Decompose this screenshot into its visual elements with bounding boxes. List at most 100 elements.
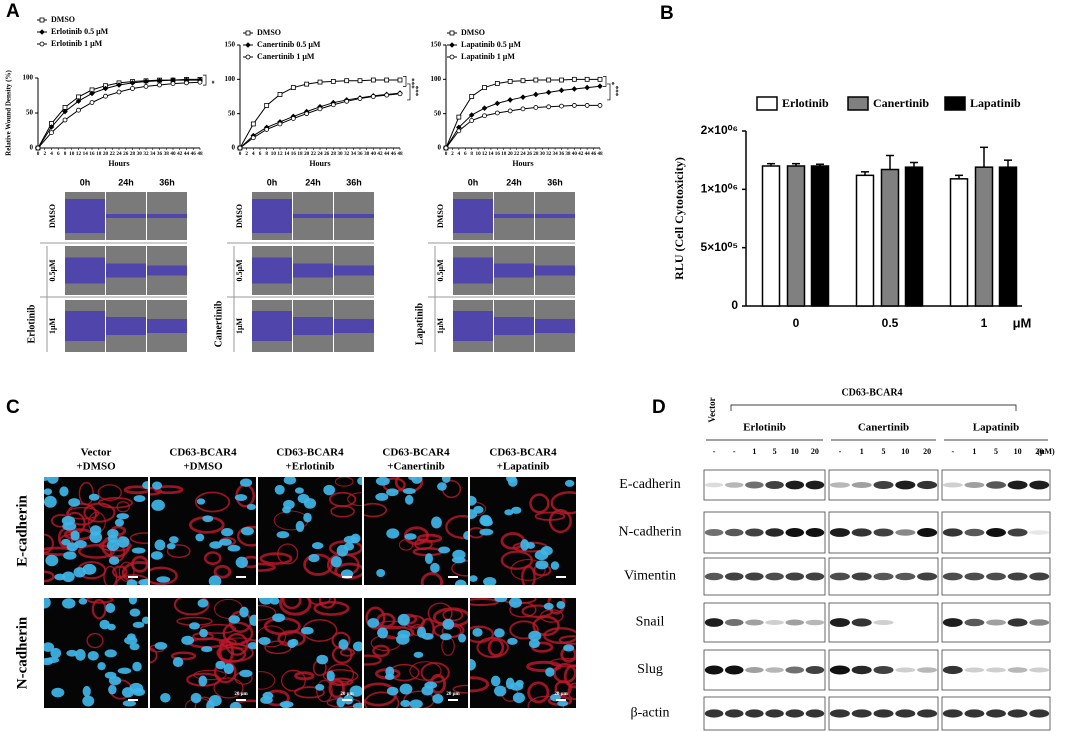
- band: [942, 528, 963, 537]
- nucleus: [452, 549, 466, 560]
- band: [805, 619, 825, 626]
- cells: [364, 602, 468, 708]
- nucleus: [181, 635, 195, 645]
- wound-area: [65, 311, 105, 341]
- marker: [304, 81, 310, 87]
- y-tick-label: 2×10⁰⁶: [701, 123, 738, 137]
- nucleus: [234, 494, 248, 502]
- membrane: [258, 604, 277, 621]
- membrane: [322, 669, 359, 683]
- x-tick-label: 26: [527, 151, 533, 157]
- marker: [103, 93, 108, 99]
- wound-area: [65, 257, 105, 284]
- marker: [571, 86, 578, 92]
- lane-label: 1: [972, 447, 976, 456]
- membrane: [487, 638, 505, 657]
- legend-label: Lapatinib: [970, 96, 1021, 110]
- bracket: [203, 74, 207, 86]
- blot: [703, 696, 826, 731]
- nucleus: [150, 551, 163, 560]
- cells: [364, 477, 468, 585]
- nucleus: [166, 542, 176, 550]
- nucleus: [108, 684, 117, 695]
- marker: [48, 124, 55, 130]
- column-label: +DMSO: [183, 461, 223, 473]
- nucleus: [160, 693, 171, 703]
- nucleus: [545, 667, 555, 677]
- nucleus: [59, 486, 69, 497]
- x-tick-label: 42: [578, 151, 584, 157]
- marker: [597, 83, 603, 89]
- lane-label: 10: [1014, 447, 1022, 456]
- nucleus: [249, 614, 256, 626]
- x-tick-label: 38: [364, 151, 370, 157]
- wound-area: [147, 214, 187, 218]
- nucleus: [272, 613, 286, 623]
- membrane: [470, 598, 499, 607]
- membrane: [170, 651, 197, 661]
- x-tick-label: 0: [239, 151, 242, 157]
- membrane: [44, 546, 76, 556]
- bar: [880, 168, 900, 307]
- x-tick-label: 22: [514, 151, 520, 157]
- band: [704, 572, 724, 581]
- membrane: [91, 598, 107, 620]
- nucleus: [239, 669, 253, 678]
- nucleus: [63, 551, 77, 560]
- membrane: [521, 565, 536, 585]
- x-tick-label: 44: [384, 151, 390, 157]
- significance: ***: [407, 78, 415, 89]
- nucleus: [564, 479, 575, 487]
- scale-bar: [556, 699, 566, 701]
- scale-bar: [448, 576, 458, 578]
- x-tick-label: 34: [351, 151, 357, 157]
- marker: [89, 100, 95, 105]
- nucleus: [133, 495, 146, 502]
- x-tick-label: 26: [324, 151, 330, 157]
- column-label: CD63-BCAR4: [489, 447, 557, 459]
- scale-label: 20 μm: [340, 692, 354, 697]
- marker: [597, 76, 603, 82]
- nucleus: [515, 679, 524, 687]
- nucleus: [376, 569, 386, 578]
- legend-label: Erlotinib 1 μM: [51, 39, 103, 48]
- micrograph: [150, 598, 256, 708]
- cells: [470, 477, 576, 585]
- nucleus: [409, 699, 423, 708]
- x-tick-label: 12: [76, 151, 82, 157]
- nucleus: [62, 571, 75, 583]
- band: [765, 667, 784, 673]
- marker: [469, 94, 475, 99]
- nucleus: [132, 688, 146, 697]
- y-tick-label: 100: [225, 75, 236, 83]
- x-tick-label: 24: [116, 151, 122, 157]
- nucleus: [142, 481, 148, 490]
- x-tick-label: 18: [96, 151, 102, 157]
- nucleus: [338, 639, 349, 650]
- nucleus: [438, 546, 450, 554]
- band: [986, 709, 1006, 718]
- band: [964, 667, 985, 673]
- nucleus: [550, 561, 560, 570]
- marker: [469, 118, 475, 123]
- wound-area: [252, 311, 292, 341]
- bar: [904, 166, 924, 307]
- band: [704, 618, 724, 627]
- nucleus: [239, 478, 253, 487]
- band: [1029, 619, 1050, 626]
- row-label: DMSO: [235, 204, 244, 228]
- legend-swatch: [847, 96, 869, 111]
- bar: [949, 178, 969, 307]
- band: [1029, 530, 1050, 535]
- membrane: [258, 671, 276, 690]
- band: [765, 620, 784, 625]
- column-label: 36h: [547, 177, 563, 187]
- x-tick-label: 6: [464, 151, 467, 157]
- nucleus: [154, 641, 168, 650]
- marker: [456, 124, 462, 131]
- nucleus: [402, 487, 416, 495]
- nucleus: [563, 644, 575, 652]
- marker: [39, 41, 45, 47]
- nucleus: [470, 495, 477, 506]
- scale-bar: [342, 576, 352, 578]
